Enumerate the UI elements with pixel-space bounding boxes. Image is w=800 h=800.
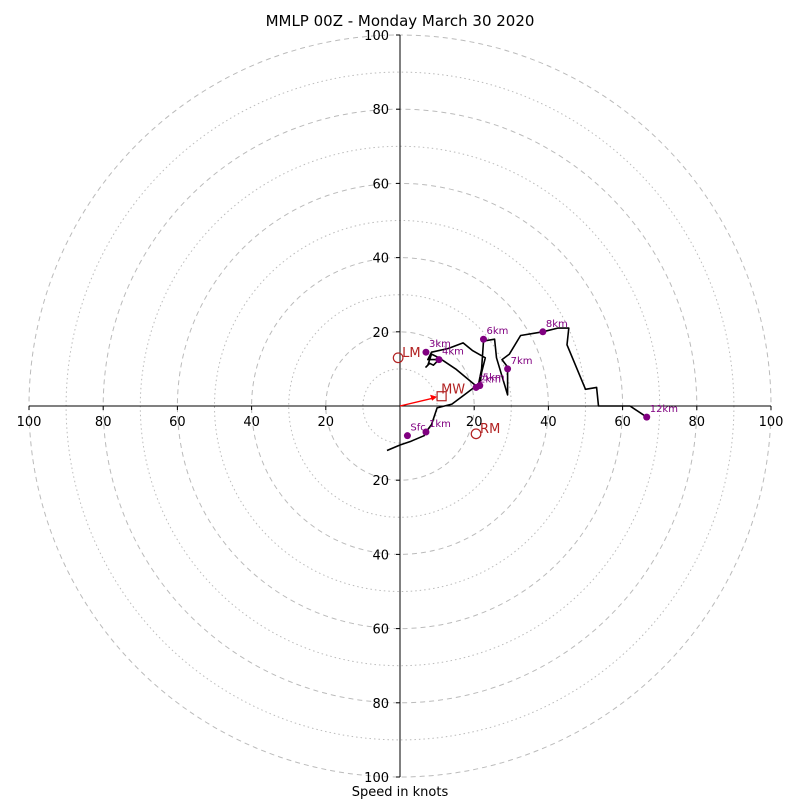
y-tick-label: 20 xyxy=(372,474,389,489)
y-tick-label: 40 xyxy=(372,252,389,267)
x-tick-label: 60 xyxy=(614,415,631,430)
height-marker-6km xyxy=(479,335,487,343)
height-marker-sfc xyxy=(403,432,411,440)
y-tick-label: 100 xyxy=(364,771,389,786)
height-marker-1km xyxy=(422,428,430,436)
y-tick-label: 60 xyxy=(372,177,389,192)
y-tick-label: 80 xyxy=(372,697,389,712)
height-marker-12km xyxy=(643,413,651,421)
hodograph-trace xyxy=(386,327,648,452)
lm-label: LM xyxy=(402,346,420,361)
y-tick-label: 40 xyxy=(372,548,389,563)
height-marker-3km xyxy=(422,348,430,356)
mean-wind-arrow xyxy=(399,397,436,407)
x-tick-label: 60 xyxy=(169,415,186,430)
x-tick-label: 20 xyxy=(466,415,483,430)
height-label-5km: 5km xyxy=(483,373,505,384)
y-tick-label: 60 xyxy=(372,623,389,638)
rm-label: RM xyxy=(480,422,500,437)
x-tick-label: 40 xyxy=(243,415,260,430)
x-axis-label: Speed in knots xyxy=(352,785,449,800)
x-tick-label: 80 xyxy=(689,415,706,430)
y-tick-label: 100 xyxy=(364,29,389,44)
x-tick-label: 80 xyxy=(95,415,112,430)
chart-title: MMLP 00Z - Monday March 30 2020 xyxy=(266,12,535,30)
height-label-3km: 3km xyxy=(429,339,451,350)
height-marker-4km xyxy=(435,356,443,364)
mw-marker xyxy=(436,391,447,402)
rm-marker xyxy=(470,428,482,440)
x-tick-label: 20 xyxy=(318,415,335,430)
x-tick-label: 40 xyxy=(540,415,557,430)
tick-labels: 100 80 60 40 20 20 40 60 80 100 20 20 40 40 60 60 80 80 10… xyxy=(17,29,784,786)
hodograph-line xyxy=(386,327,648,452)
height-label-7km: 7km xyxy=(511,356,533,367)
height-label-4km: 4km xyxy=(442,347,464,358)
height-label-sfc: Sfc xyxy=(410,423,425,434)
y-tick-label: 20 xyxy=(372,326,389,341)
storm-motion-markers: LM RM MW xyxy=(392,346,500,440)
mw-label: MW xyxy=(441,383,465,398)
y-tick-label: 80 xyxy=(372,103,389,118)
lm-marker xyxy=(392,352,404,364)
height-marker-7km xyxy=(504,365,512,373)
height-marker-5km xyxy=(476,382,484,390)
height-label-6km: 6km xyxy=(486,326,508,337)
height-label-2km: 2km xyxy=(479,374,501,385)
x-tick-label: 100 xyxy=(17,415,42,430)
height-marker-8km xyxy=(539,328,547,336)
mean-wind-arrowhead xyxy=(430,394,438,401)
height-label-12km: 12km xyxy=(650,404,678,415)
x-tick-label: 100 xyxy=(759,415,784,430)
height-label-8km: 8km xyxy=(546,319,568,330)
height-label-1km: 1km xyxy=(429,419,451,430)
